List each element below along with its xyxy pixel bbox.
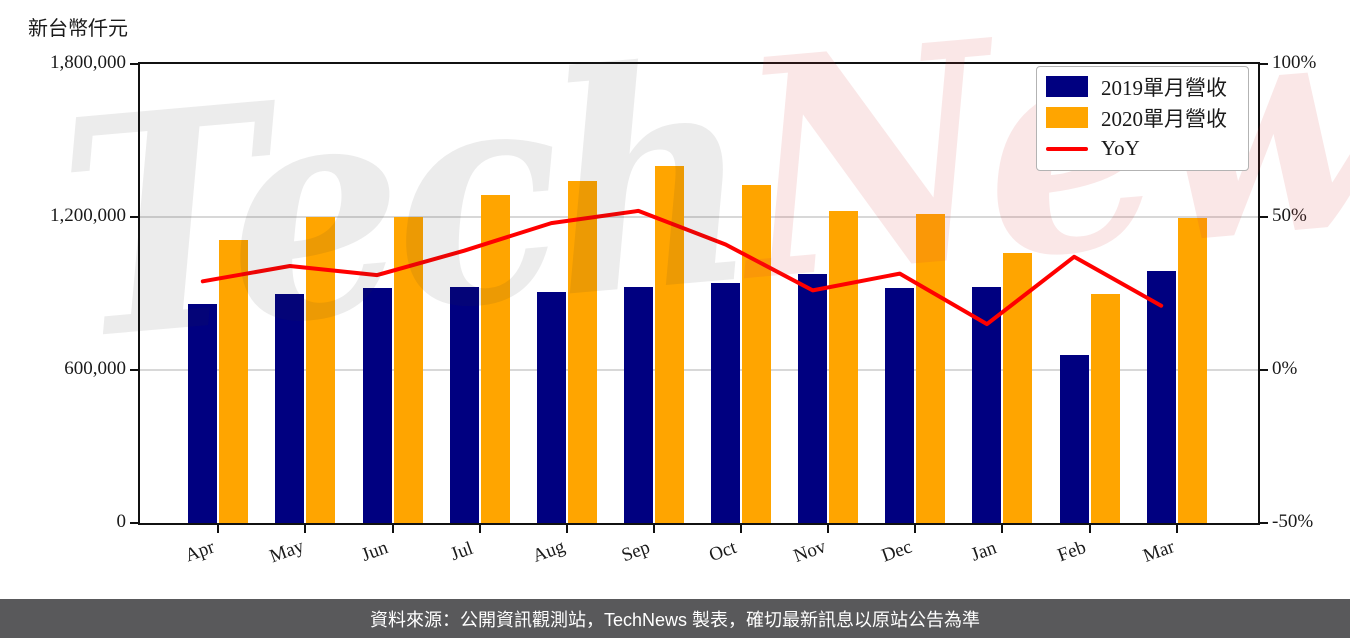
- bar-2019單月營收-Aug: [536, 292, 566, 523]
- legend-label-2019: 2019單月營收: [1101, 75, 1227, 100]
- bar-2019單月營收-Feb: [1059, 354, 1089, 523]
- x-axis-tick-Apr: [217, 525, 220, 533]
- x-axis-tick-Oct: [740, 525, 743, 533]
- bar-2019單月營收-May: [275, 293, 305, 523]
- right-axis-tick: [1260, 522, 1268, 524]
- x-axis-tick-Dec: [914, 525, 917, 533]
- right-axis-tick: [1260, 216, 1268, 218]
- footer-source-text: 資料來源：公開資訊觀測站，TechNews 製表，確切最新訊息以原站公告為準: [369, 609, 981, 630]
- x-axis-tick-May: [304, 525, 307, 533]
- legend-item-2020-revenue: 2020單月營收: [1037, 102, 1248, 133]
- legend-item-yoy: YoY: [1037, 133, 1248, 164]
- x-axis-tick-Nov: [827, 525, 830, 533]
- gridline-1200000: [140, 216, 1258, 218]
- bar-2020單月營收-Mar: [1177, 218, 1207, 523]
- bar-2020單月營收-Jul: [480, 195, 510, 523]
- legend-swatch-2020: [1046, 107, 1088, 128]
- left-axis-tick-label-600,000: 600,000: [64, 358, 126, 379]
- bar-2019單月營收-Jan: [972, 287, 1002, 523]
- right-axis-tick-label-50%: 50%: [1272, 205, 1307, 226]
- gridline-600000: [140, 369, 1258, 371]
- left-axis-tick-label-1,200,000: 1,200,000: [50, 205, 126, 226]
- left-axis-tick: [130, 522, 138, 524]
- legend-label-yoy: YoY: [1101, 136, 1140, 160]
- bar-2019單月營收-Jul: [449, 287, 479, 523]
- x-axis-tick-Mar: [1175, 525, 1178, 533]
- bar-2020單月營收-Aug: [567, 181, 597, 523]
- bar-2020單月營收-Nov: [829, 210, 859, 523]
- x-axis-tick-Feb: [1088, 525, 1091, 533]
- left-axis-tick-label-0: 0: [116, 511, 127, 532]
- x-axis-tick-Jul: [478, 525, 481, 533]
- right-axis-tick-label-0%: 0%: [1272, 358, 1298, 379]
- left-axis-tick: [130, 369, 138, 371]
- left-axis-tick: [130, 216, 138, 218]
- bar-2019單月營收-Oct: [711, 283, 741, 523]
- legend: 2019單月營收 2020單月營收 YoY: [1036, 66, 1249, 171]
- bar-2020單月營收-Feb: [1090, 293, 1120, 523]
- bar-2020單月營收-Oct: [742, 185, 772, 523]
- left-axis-tick: [130, 63, 138, 65]
- legend-item-2019-revenue: 2019單月營收: [1037, 71, 1248, 102]
- bar-2020單月營收-Apr: [219, 239, 249, 523]
- right-axis-tick-label-100%: 100%: [1272, 52, 1317, 73]
- plot-area: [138, 62, 1260, 525]
- left-axis-unit-label: 新台幣仟元: [28, 18, 128, 40]
- bar-2019單月營收-Apr: [188, 303, 218, 523]
- footer-bar: 資料來源：公開資訊觀測站，TechNews 製表，確切最新訊息以原站公告為準: [0, 599, 1350, 638]
- legend-label-2020: 2020單月營收: [1101, 106, 1227, 131]
- bar-2019單月營收-Nov: [798, 274, 828, 523]
- right-axis-tick-label--50%: -50%: [1272, 511, 1314, 532]
- legend-swatch-yoy-line: [1046, 146, 1088, 151]
- yoy-line: [200, 208, 1164, 327]
- x-axis-tick-Jun: [391, 525, 394, 533]
- right-axis-tick: [1260, 369, 1268, 371]
- bar-2019單月營收-Dec: [885, 288, 915, 523]
- right-axis-tick: [1260, 63, 1268, 65]
- x-axis-tick-Jan: [1001, 525, 1004, 533]
- x-axis-tick-Sep: [652, 525, 655, 533]
- x-axis-tick-Aug: [565, 525, 568, 533]
- bar-2019單月營收-Mar: [1146, 270, 1176, 523]
- left-axis-tick-label-1,800,000: 1,800,000: [50, 52, 126, 73]
- bar-2019單月營收-Sep: [623, 287, 653, 523]
- bar-2019單月營收-Jun: [362, 288, 392, 523]
- bar-2020單月營收-Dec: [916, 214, 946, 523]
- legend-swatch-2019: [1046, 76, 1088, 97]
